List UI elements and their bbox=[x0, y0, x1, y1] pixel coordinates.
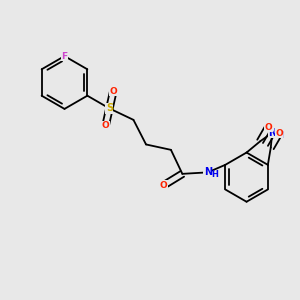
Text: H: H bbox=[211, 170, 218, 179]
Text: O: O bbox=[265, 122, 272, 131]
Text: F: F bbox=[61, 52, 68, 61]
Text: O: O bbox=[275, 129, 283, 138]
Text: O: O bbox=[102, 122, 110, 130]
Text: N: N bbox=[204, 167, 212, 177]
Text: N: N bbox=[268, 128, 276, 138]
Text: H: H bbox=[276, 131, 283, 140]
Text: O: O bbox=[160, 181, 168, 190]
Text: O: O bbox=[110, 86, 117, 95]
Text: S: S bbox=[106, 103, 113, 113]
